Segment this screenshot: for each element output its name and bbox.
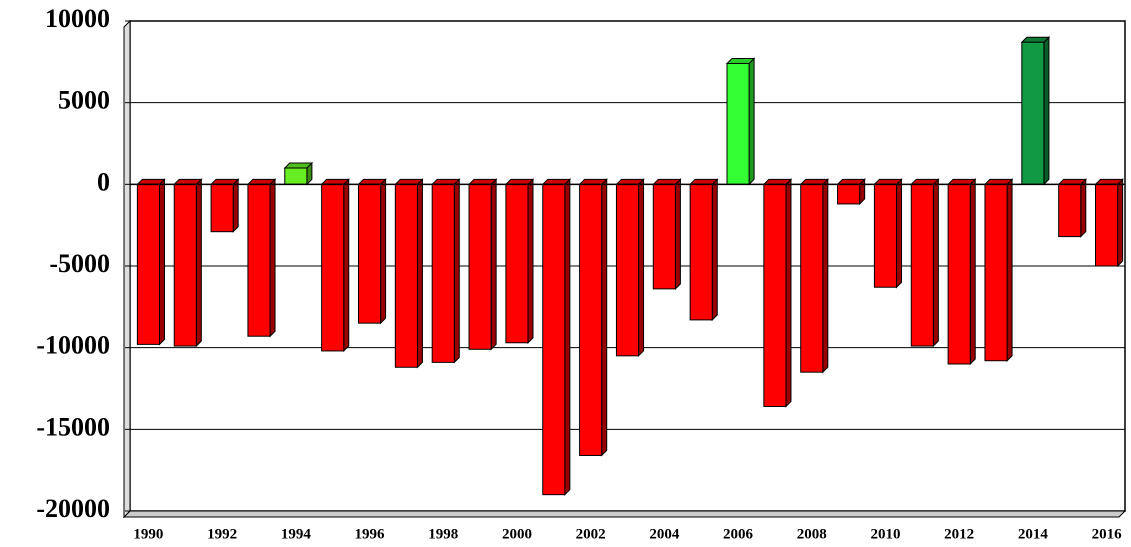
bar-side (453, 178, 460, 364)
bar-side (158, 178, 165, 346)
bar (800, 183, 824, 373)
bar (136, 183, 160, 345)
bar (1095, 183, 1119, 267)
bar-side (674, 178, 681, 291)
bar (173, 183, 197, 347)
y-tick-label: 5000 (58, 86, 110, 115)
bar-top (1020, 36, 1051, 43)
bar (431, 183, 455, 363)
bar-side (601, 178, 608, 457)
bar (579, 183, 603, 456)
bar-side (380, 178, 387, 325)
bar (652, 183, 676, 290)
y-tick-label: 10000 (45, 4, 110, 33)
bar (873, 183, 898, 288)
x-tick-label: 2012 (944, 526, 974, 542)
x-tick-label: 2000 (502, 526, 532, 542)
x-tick-label: 2016 (1092, 526, 1123, 542)
bar (837, 183, 861, 205)
bar-top (283, 162, 314, 169)
bar-side (1080, 178, 1087, 238)
x-tick-label: 1996 (355, 526, 386, 542)
bar (947, 183, 971, 365)
bar-top (725, 57, 756, 64)
bar-side (711, 178, 718, 322)
bar (210, 183, 234, 233)
bar (284, 167, 308, 185)
x-tick-label: 2014 (1018, 526, 1049, 542)
plot-floor (122, 510, 1127, 518)
bar-side (822, 178, 829, 374)
bar-side (932, 178, 939, 348)
bar-side (1043, 36, 1050, 186)
y-tick-label: -10000 (36, 331, 110, 360)
bar-side (416, 178, 423, 369)
bar (505, 183, 529, 344)
bar-side (269, 178, 276, 338)
bar (689, 183, 713, 321)
x-tick-label: 1998 (428, 526, 458, 542)
bar (763, 183, 787, 407)
bar-side (490, 178, 497, 351)
x-tick-label: 1990 (133, 526, 163, 542)
bar (394, 183, 418, 368)
bar-side (785, 178, 792, 408)
x-tick-label: 1992 (207, 526, 237, 542)
bar-side (1006, 178, 1013, 362)
bar (321, 183, 345, 352)
bar-side (564, 178, 571, 496)
bar-side (232, 178, 239, 233)
bar (468, 183, 492, 350)
y-tick-label: -20000 (36, 494, 110, 523)
bar-side (969, 178, 976, 366)
bar-side (195, 178, 202, 348)
bar-side (343, 178, 350, 353)
bar-side (1117, 178, 1124, 268)
y-tick-label: -5000 (49, 249, 110, 278)
bar (726, 62, 750, 185)
bar-side (748, 57, 755, 186)
bar (1058, 183, 1082, 238)
bar-side (896, 178, 903, 289)
bar-side (527, 178, 534, 344)
x-tick-label: 2004 (649, 526, 680, 542)
bar (910, 183, 934, 347)
x-tick-label: 2006 (723, 526, 754, 542)
y-tick-label: -15000 (36, 412, 110, 441)
x-tick-label: 2002 (576, 526, 606, 542)
bar-side (638, 178, 645, 358)
bar (542, 183, 566, 496)
x-tick-label: 2008 (797, 526, 827, 542)
bar (247, 183, 271, 337)
bar (615, 183, 640, 357)
bar (1021, 41, 1045, 185)
x-tick-label: 1994 (281, 526, 312, 542)
bar (357, 183, 382, 324)
bar (984, 183, 1008, 362)
plot-wall (123, 19, 131, 519)
x-tick-label: 2010 (870, 526, 900, 542)
y-tick-label: 0 (97, 167, 110, 196)
